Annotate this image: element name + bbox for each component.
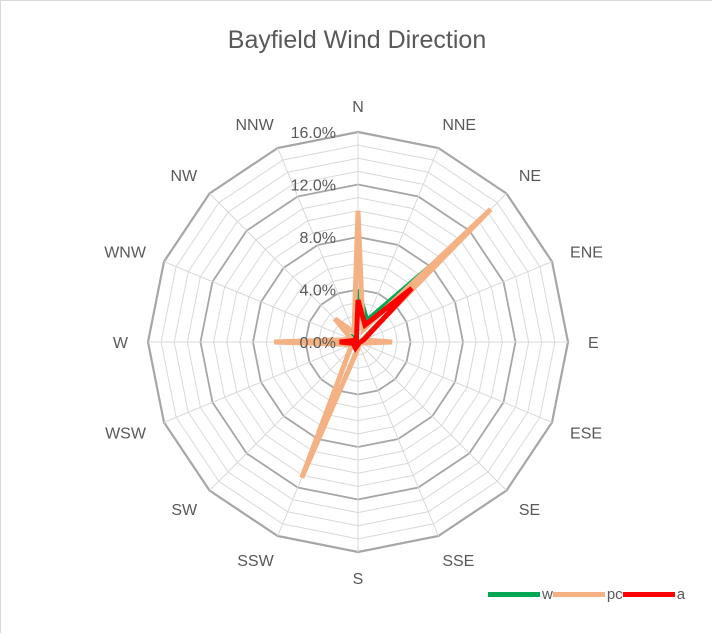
chart-legend: w pc a <box>488 584 685 604</box>
category-label-ne: NE <box>519 168 541 185</box>
spoke-line <box>357 341 553 423</box>
category-label-nw: NW <box>170 168 198 185</box>
legend-swatch-pc <box>552 591 605 597</box>
legend-swatch-a <box>622 591 675 597</box>
category-label-w: W <box>113 335 129 352</box>
spoke-line <box>277 147 359 343</box>
category-label-n: N <box>352 99 364 116</box>
legend-label-pc: pc <box>606 585 623 603</box>
radial-tick-label: 0.0% <box>300 335 336 352</box>
category-label-sw: SW <box>171 502 198 519</box>
legend-label-w: w <box>542 585 553 603</box>
category-label-sse: SSE <box>442 553 474 570</box>
spoke-line <box>357 341 507 491</box>
category-label-ese: ESE <box>570 425 602 442</box>
radial-tick-label: 12.0% <box>291 178 336 195</box>
radial-tick-label: 16.0% <box>291 125 336 142</box>
spoke-line <box>209 341 359 491</box>
category-label-s: S <box>353 571 364 588</box>
legend-item-w: w <box>488 586 553 603</box>
category-label-nnw: NNW <box>235 117 274 134</box>
category-label-nne: NNE <box>442 117 476 134</box>
radar-grid <box>146 130 570 554</box>
category-label-ssw: SSW <box>237 553 274 570</box>
spoke-line <box>357 261 553 343</box>
radial-tick-label: 4.0% <box>300 283 336 300</box>
category-label-wnw: WNW <box>104 245 147 262</box>
spoke-line <box>163 261 359 343</box>
radar-series <box>273 207 493 479</box>
category-label-ene: ENE <box>570 245 603 262</box>
category-label-se: SE <box>519 502 540 519</box>
spoke-line <box>357 147 439 343</box>
legend-item-pc: pc <box>552 585 623 603</box>
spoke-line <box>357 341 439 537</box>
spoke-line <box>209 193 359 343</box>
legend-item-a: a <box>622 585 686 603</box>
chart-title: Bayfield Wind Direction <box>227 26 487 54</box>
radial-tick-label: 8.0% <box>300 230 336 247</box>
radar-labels: 0.0% 4.0% 8.0% 12.0% 16.0% N NNE NE ENE E ESE SE SSE… <box>104 99 603 588</box>
spoke-line <box>163 341 359 423</box>
series-a-line <box>339 286 414 353</box>
legend-label-a: a <box>676 585 686 603</box>
category-label-e: E <box>588 335 599 352</box>
category-label-wsw: WSW <box>105 425 147 442</box>
legend-swatch-w <box>488 591 540 597</box>
